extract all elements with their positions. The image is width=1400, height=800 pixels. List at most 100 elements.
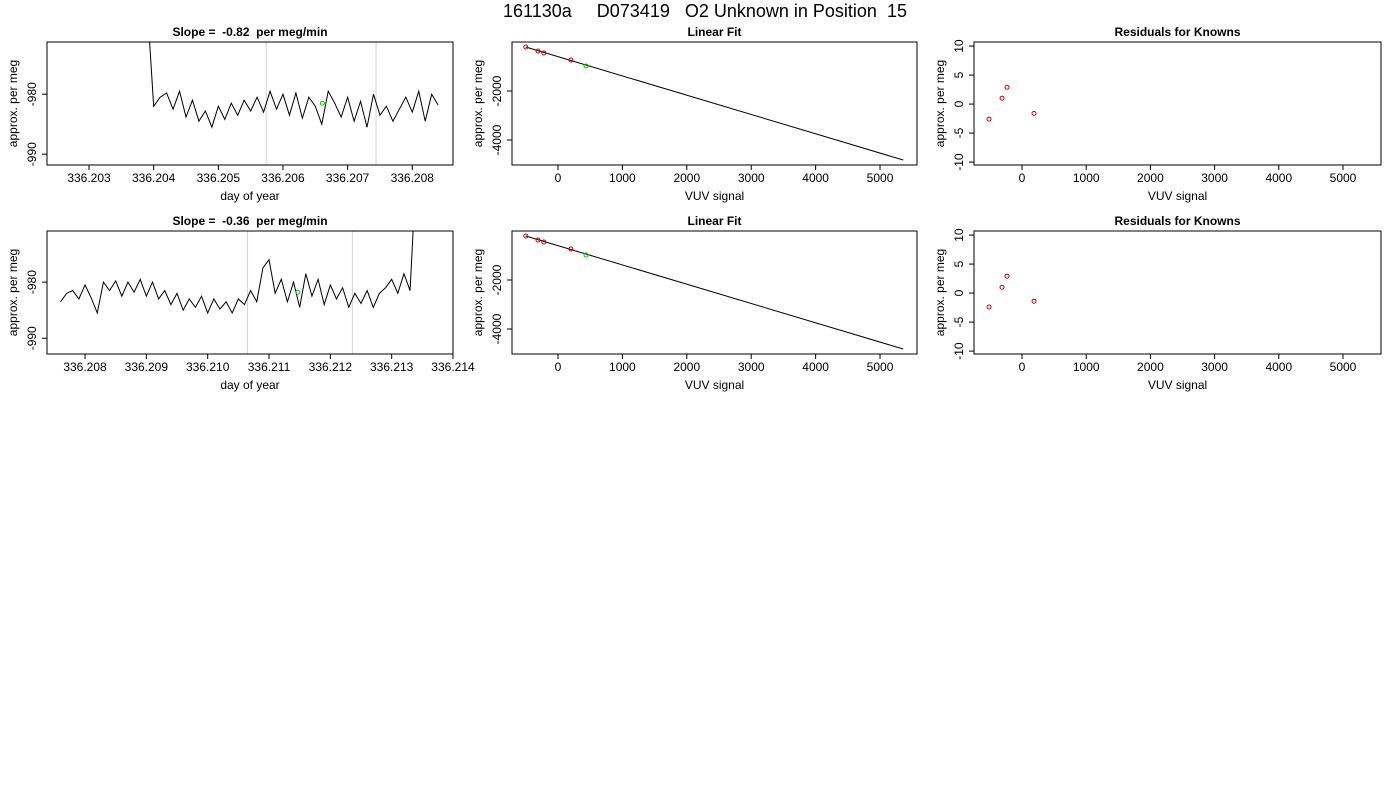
x-tick-label: 336.205 bbox=[197, 171, 241, 185]
panel-title: Linear Fit bbox=[687, 214, 741, 228]
plot-area bbox=[523, 233, 904, 350]
plot-area bbox=[149, 42, 439, 165]
plot-frame bbox=[511, 41, 918, 166]
x-axis-label: VUV signal bbox=[1148, 189, 1207, 203]
x-axis-label: VUV signal bbox=[1148, 378, 1207, 392]
x-tick-label: 336.212 bbox=[309, 360, 353, 374]
point bbox=[1031, 110, 1037, 116]
fit-line bbox=[525, 46, 904, 161]
point bbox=[999, 95, 1005, 101]
point bbox=[1004, 273, 1010, 279]
y-tick-label: 0 bbox=[952, 100, 966, 107]
x-tick-label: 0 bbox=[1019, 360, 1026, 374]
x-tick-label: 336.208 bbox=[391, 171, 435, 185]
x-tick-label: 336.214 bbox=[431, 360, 475, 374]
fit-line bbox=[525, 235, 904, 350]
figure-title: 161130a D073419 O2 Unknown in Position 1… bbox=[503, 1, 907, 21]
point bbox=[583, 63, 589, 69]
y-tick-label: -5 bbox=[952, 316, 966, 327]
x-tick-label: 4000 bbox=[1265, 171, 1292, 185]
y-axis-label: approx. per meg bbox=[471, 249, 485, 336]
x-tick-label: 4000 bbox=[802, 171, 829, 185]
x-tick-label: 3000 bbox=[1201, 360, 1228, 374]
point bbox=[535, 48, 541, 54]
plot-frame bbox=[46, 230, 454, 355]
x-tick-label: 1000 bbox=[609, 360, 636, 374]
y-tick-label: -4000 bbox=[490, 313, 504, 344]
x-tick-label: 3000 bbox=[1201, 171, 1228, 185]
plot-area bbox=[523, 44, 904, 161]
plot-area bbox=[986, 273, 1037, 310]
y-tick-label: -5 bbox=[952, 127, 966, 138]
x-tick-label: 2000 bbox=[1137, 360, 1164, 374]
x-tick-label: 336.213 bbox=[370, 360, 414, 374]
point bbox=[1031, 298, 1037, 304]
y-axis-label: approx. per meg bbox=[471, 60, 485, 147]
y-tick-label: -2000 bbox=[490, 264, 504, 295]
y-tick-label: -10 bbox=[952, 153, 966, 171]
y-tick-label: -2000 bbox=[490, 75, 504, 106]
y-tick-label: 5 bbox=[952, 260, 966, 267]
x-tick-label: 1000 bbox=[1073, 171, 1100, 185]
y-tick-label: -980 bbox=[25, 82, 39, 106]
y-tick-label: 10 bbox=[952, 228, 966, 242]
x-tick-label: 5000 bbox=[867, 360, 894, 374]
y-tick-label: 10 bbox=[952, 39, 966, 53]
x-tick-label: 336.207 bbox=[326, 171, 370, 185]
plot-frame bbox=[973, 41, 1382, 166]
x-tick-label: 5000 bbox=[867, 171, 894, 185]
y-tick-label: -980 bbox=[25, 270, 39, 294]
plot-area bbox=[60, 231, 414, 354]
x-tick-label: 0 bbox=[555, 360, 562, 374]
x-tick-label: 4000 bbox=[802, 360, 829, 374]
y-tick-label: -4000 bbox=[490, 124, 504, 155]
x-tick-label: 2000 bbox=[673, 171, 700, 185]
plot-frame bbox=[511, 230, 918, 355]
panel-title: Residuals for Knowns bbox=[1114, 25, 1240, 39]
x-tick-label: 5000 bbox=[1330, 360, 1357, 374]
x-tick-label: 336.210 bbox=[186, 360, 230, 374]
x-tick-label: 3000 bbox=[738, 171, 765, 185]
x-axis-label: VUV signal bbox=[685, 189, 744, 203]
x-tick-label: 1000 bbox=[609, 171, 636, 185]
point bbox=[986, 304, 992, 310]
x-tick-label: 336.203 bbox=[67, 171, 111, 185]
point bbox=[523, 233, 529, 239]
point bbox=[523, 44, 529, 50]
panel-title: Linear Fit bbox=[687, 25, 741, 39]
point bbox=[541, 50, 547, 56]
x-axis-label: day of year bbox=[220, 189, 279, 203]
y-tick-label: 5 bbox=[952, 71, 966, 78]
y-tick-label: 0 bbox=[952, 289, 966, 296]
point bbox=[535, 237, 541, 243]
point bbox=[986, 116, 992, 122]
point bbox=[319, 100, 325, 106]
x-tick-label: 336.211 bbox=[248, 360, 291, 374]
x-tick-label: 336.209 bbox=[125, 360, 169, 374]
y-tick-label: -990 bbox=[25, 142, 39, 166]
y-tick-label: -990 bbox=[25, 326, 39, 350]
x-tick-label: 4000 bbox=[1265, 360, 1292, 374]
x-axis-label: day of year bbox=[220, 378, 279, 392]
point bbox=[999, 284, 1005, 290]
panel-title: Slope = -0.82 per meg/min bbox=[172, 25, 327, 39]
plot-frame bbox=[973, 230, 1382, 355]
point bbox=[541, 239, 547, 245]
y-axis-label: approx. per meg bbox=[6, 249, 20, 336]
x-tick-label: 0 bbox=[1019, 171, 1026, 185]
plot-frame bbox=[46, 41, 454, 166]
x-tick-label: 2000 bbox=[673, 360, 700, 374]
plot-area bbox=[986, 84, 1037, 122]
point bbox=[583, 252, 589, 258]
series-line bbox=[149, 42, 439, 129]
x-tick-label: 336.206 bbox=[261, 171, 305, 185]
y-axis-label: approx. per meg bbox=[6, 60, 20, 147]
point bbox=[568, 246, 574, 252]
x-tick-label: 3000 bbox=[738, 360, 765, 374]
y-tick-label: -10 bbox=[952, 342, 966, 360]
panel-title: Slope = -0.36 per meg/min bbox=[172, 214, 327, 228]
x-tick-label: 336.204 bbox=[132, 171, 176, 185]
series-line bbox=[60, 231, 414, 315]
